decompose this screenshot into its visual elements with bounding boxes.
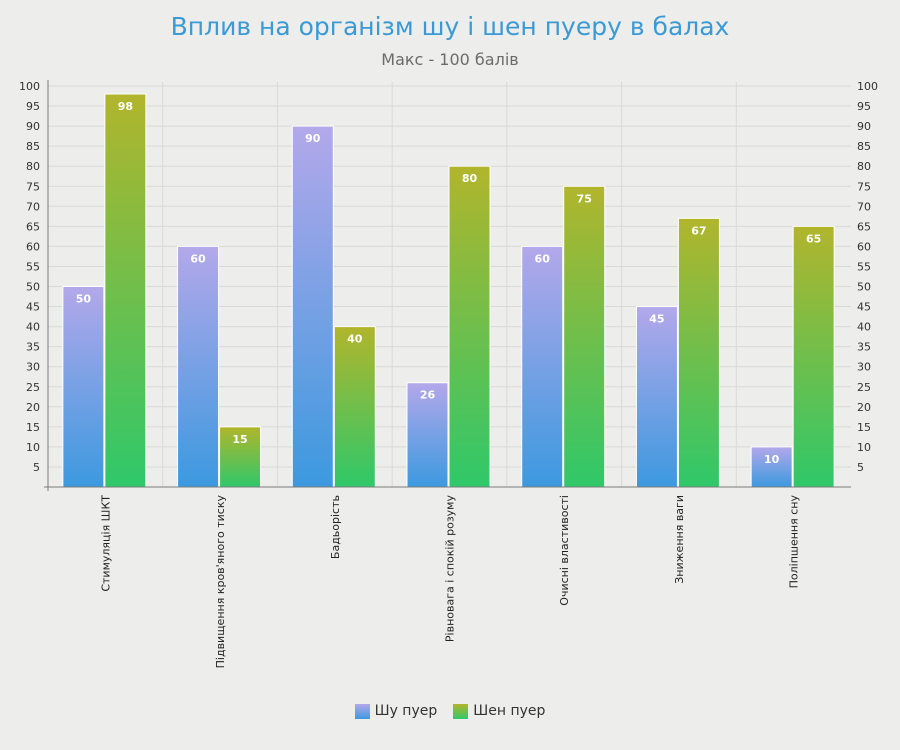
bar-shen[interactable] [104, 93, 147, 488]
bar-shu[interactable] [521, 245, 564, 488]
y-tick-label-right: 25 [857, 381, 871, 394]
data-label-shen: 67 [691, 224, 706, 237]
legend-item-shu[interactable]: Шу пуер [354, 703, 438, 719]
data-label-shen: 98 [118, 100, 133, 113]
y-tick-label-right: 50 [857, 281, 871, 294]
bar-shen[interactable] [563, 185, 606, 488]
bar-shen[interactable] [792, 225, 835, 488]
bar-shen[interactable] [333, 326, 376, 488]
y-tick-label-left: 90 [26, 120, 40, 133]
x-category-label: Бадьорість [329, 495, 342, 559]
y-tick-label-right: 95 [857, 100, 871, 113]
y-tick-label-left: 35 [26, 341, 40, 354]
data-label-shen: 80 [462, 172, 478, 185]
legend-label-shu: Шу пуер [374, 703, 438, 719]
y-tick-label-right: 45 [857, 301, 871, 314]
y-tick-label-right: 100 [857, 80, 878, 93]
x-category-label: Очисні властивості [558, 495, 571, 606]
legend-swatch-shu [354, 703, 370, 719]
y-tick-label-left: 50 [26, 281, 40, 294]
y-tick-label-right: 5 [857, 461, 864, 474]
x-category-label: Зниження ваги [673, 495, 686, 584]
x-category-label: Рівновага і спокій розуму [444, 495, 457, 643]
y-tick-label-left: 20 [26, 401, 40, 414]
y-tick-label-left: 25 [26, 381, 40, 394]
y-tick-label-left: 30 [26, 361, 40, 374]
y-tick-label-left: 40 [26, 321, 40, 334]
y-tick-label-right: 30 [857, 361, 871, 374]
chart-subtitle: Макс - 100 балів [381, 50, 519, 69]
data-label-shen: 75 [577, 192, 592, 205]
legend-label-shen: Шен пуер [473, 703, 546, 719]
data-label-shu: 45 [649, 313, 664, 326]
y-tick-label-right: 90 [857, 120, 871, 133]
bar-shen[interactable] [219, 426, 262, 488]
y-tick-label-right: 85 [857, 140, 871, 153]
chart-legend: Шу пуер Шен пуер [0, 703, 900, 719]
bar-shu[interactable] [177, 245, 220, 488]
bar-shu[interactable] [406, 382, 449, 488]
data-label-shu: 10 [764, 453, 780, 466]
y-tick-label-right: 70 [857, 200, 871, 213]
bar-shen[interactable] [677, 217, 720, 488]
data-label-shen: 15 [232, 433, 247, 446]
legend-item-shen[interactable]: Шен пуер [453, 703, 545, 719]
data-label-shen: 65 [806, 232, 821, 245]
y-tick-label-right: 60 [857, 240, 871, 253]
y-tick-label-right: 80 [857, 160, 871, 173]
y-tick-label-right: 10 [857, 441, 871, 454]
x-category-label: Підвищення кров'яного тиску [214, 495, 227, 669]
y-tick-label-right: 15 [857, 421, 871, 434]
y-tick-label-left: 45 [26, 301, 40, 314]
bar-shu[interactable] [635, 306, 678, 488]
y-tick-label-left: 10 [26, 441, 40, 454]
data-label-shu: 60 [535, 252, 551, 265]
data-label-shu: 26 [420, 389, 436, 402]
y-tick-label-left: 80 [26, 160, 40, 173]
bar-shu[interactable] [291, 125, 334, 488]
y-tick-label-left: 15 [26, 421, 40, 434]
y-tick-label-left: 70 [26, 200, 40, 213]
chart-title: Вплив на організм шу і шен пуеру в балах [170, 12, 730, 41]
x-category-label: Поліпшення сну [788, 495, 801, 589]
bar-shu[interactable] [62, 286, 105, 488]
y-tick-label-right: 20 [857, 401, 871, 414]
y-tick-label-right: 65 [857, 220, 871, 233]
y-tick-label-left: 85 [26, 140, 40, 153]
y-tick-label-left: 95 [26, 100, 40, 113]
y-tick-label-right: 35 [857, 341, 871, 354]
y-tick-label-left: 75 [26, 180, 40, 193]
data-label-shu: 90 [305, 132, 321, 145]
y-tick-label-right: 40 [857, 321, 871, 334]
bar-shen[interactable] [448, 165, 491, 488]
y-tick-label-left: 5 [33, 461, 40, 474]
data-label-shu: 60 [190, 252, 206, 265]
y-tick-label-right: 75 [857, 180, 871, 193]
data-label-shen: 40 [347, 333, 363, 346]
bar-shu[interactable] [750, 446, 793, 488]
y-tick-label-left: 55 [26, 260, 40, 273]
y-tick-label-right: 55 [857, 260, 871, 273]
data-label-shu: 50 [76, 293, 92, 306]
legend-swatch-shen [453, 703, 469, 719]
y-tick-label-left: 65 [26, 220, 40, 233]
x-category-label: Стимуляція ШКТ [99, 495, 112, 592]
y-tick-label-left: 60 [26, 240, 40, 253]
y-tick-label-left: 100 [19, 80, 40, 93]
